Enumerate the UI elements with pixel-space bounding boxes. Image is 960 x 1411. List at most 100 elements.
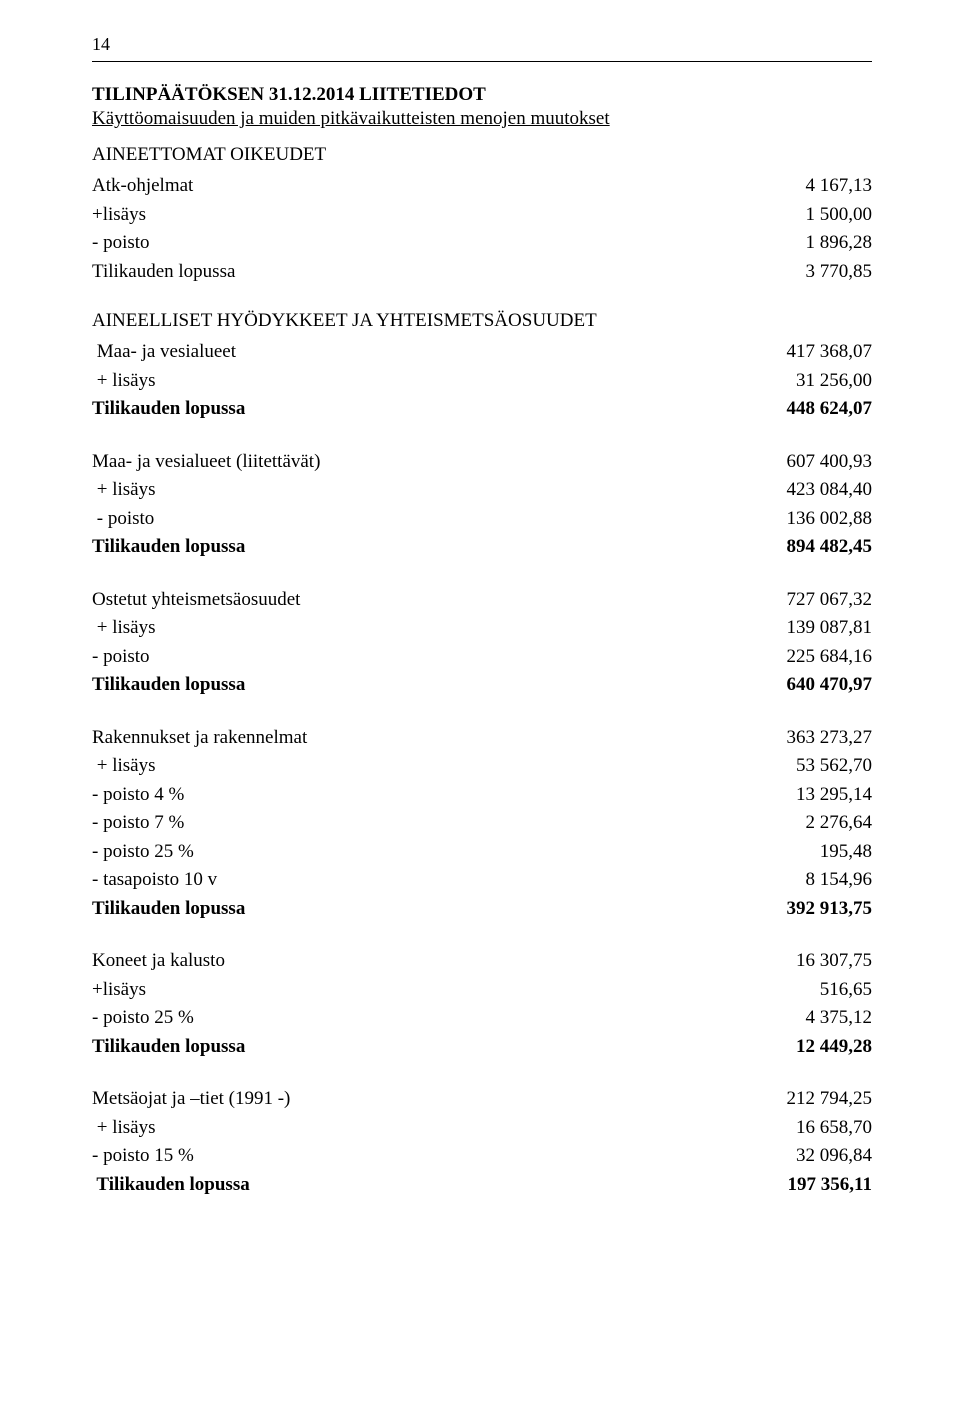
data-row: - poisto 4 %13 295,14 — [92, 781, 872, 810]
row-label: Metsäojat ja –tiet (1991 -) — [92, 1085, 290, 1114]
row-value: 16 307,75 — [732, 947, 872, 976]
row-value: 136 002,88 — [732, 505, 872, 534]
data-row: Koneet ja kalusto 16 307,75 — [92, 947, 872, 976]
row-value: 8 154,96 — [732, 866, 872, 895]
data-row: + lisäys423 084,40 — [92, 476, 872, 505]
data-row: +lisäys 516,65 — [92, 976, 872, 1005]
row-value: 516,65 — [732, 976, 872, 1005]
data-row: + lisäys 31 256,00 — [92, 367, 872, 396]
data-row: - poisto 225 684,16 — [92, 643, 872, 672]
row-label: +lisäys — [92, 201, 146, 230]
row-value: 1 500,00 — [732, 201, 872, 230]
row-value: 225 684,16 — [732, 643, 872, 672]
row-value: 16 658,70 — [732, 1114, 872, 1143]
row-value: 392 913,75 — [732, 895, 872, 924]
data-row: Tilikauden lopussa 12 449,28 — [92, 1033, 872, 1062]
row-label: - poisto 7 % — [92, 809, 184, 838]
row-label: Tilikauden lopussa — [92, 258, 235, 287]
row-value: 4 167,13 — [732, 172, 872, 201]
horizontal-rule — [92, 61, 872, 62]
section-heading: AINEELLISET HYÖDYKKEET JA YHTEISMETSÄOSU… — [92, 310, 872, 332]
data-row: +lisäys 1 500,00 — [92, 201, 872, 230]
document-page: 14 TILINPÄÄTÖKSEN 31.12.2014 LIITETIEDOT… — [0, 0, 960, 1263]
row-label: Tilikauden lopussa — [92, 533, 245, 562]
row-label: - poisto 15 % — [92, 1142, 194, 1171]
data-row: Ostetut yhteismetsäosuudet 727 067,32 — [92, 586, 872, 615]
row-label: Atk-ohjelmat — [92, 172, 193, 201]
data-row: - poisto 25 % 4 375,12 — [92, 1004, 872, 1033]
row-value: 4 375,12 — [732, 1004, 872, 1033]
data-row: Tilikauden lopussa 3 770,85 — [92, 258, 872, 287]
row-label: Tilikauden lopussa — [92, 671, 245, 700]
row-label: Tilikauden lopussa — [92, 1171, 250, 1200]
section-group: Rakennukset ja rakennelmat 363 273,27 + l… — [92, 724, 872, 924]
row-value: 12 449,28 — [732, 1033, 872, 1062]
data-row: - poisto 25 % 195,48 — [92, 838, 872, 867]
row-label: + lisäys — [92, 367, 156, 396]
data-row: - poisto1 896,28 — [92, 229, 872, 258]
data-row: Tilikauden lopussa 640 470,97 — [92, 671, 872, 700]
data-row: - poisto 136 002,88 — [92, 505, 872, 534]
row-label: Maa- ja vesialueet — [92, 338, 236, 367]
row-label: Maa- ja vesialueet (liitettävät) — [92, 448, 320, 477]
row-label: Tilikauden lopussa — [92, 395, 245, 424]
row-value: 607 400,93 — [732, 448, 872, 477]
data-row: Tilikauden lopussa 392 913,75 — [92, 895, 872, 924]
data-row: + lisäys16 658,70 — [92, 1114, 872, 1143]
data-row: Metsäojat ja –tiet (1991 -) 212 794,25 — [92, 1085, 872, 1114]
row-label: Tilikauden lopussa — [92, 1033, 245, 1062]
row-value: 1 896,28 — [732, 229, 872, 258]
section-group: Metsäojat ja –tiet (1991 -) 212 794,25 + … — [92, 1085, 872, 1199]
row-value: 31 256,00 — [732, 367, 872, 396]
row-label: - poisto 25 % — [92, 1004, 194, 1033]
row-label: + lisäys — [92, 614, 156, 643]
row-value: 417 368,07 — [732, 338, 872, 367]
row-value: 727 067,32 — [732, 586, 872, 615]
data-row: + lisäys 53 562,70 — [92, 752, 872, 781]
data-row: Tilikauden lopussa 197 356,11 — [92, 1171, 872, 1200]
row-value: 195,48 — [732, 838, 872, 867]
row-value: 53 562,70 — [732, 752, 872, 781]
row-value: 32 096,84 — [732, 1142, 872, 1171]
row-label: - tasapoisto 10 v — [92, 866, 217, 895]
row-value: 3 770,85 — [732, 258, 872, 287]
row-label: +lisäys — [92, 976, 146, 1005]
row-value: 363 273,27 — [732, 724, 872, 753]
data-row: Tilikauden lopussa 448 624,07 — [92, 395, 872, 424]
data-row: - poisto 7 % 2 276,64 — [92, 809, 872, 838]
document-subtitle: Käyttöomaisuuden ja muiden pitkävaikutte… — [92, 108, 872, 130]
data-row: Tilikauden lopussa 894 482,45 — [92, 533, 872, 562]
row-value: 13 295,14 — [732, 781, 872, 810]
section-group: AINEELLISET HYÖDYKKEET JA YHTEISMETSÄOSU… — [92, 310, 872, 424]
row-label: Koneet ja kalusto — [92, 947, 225, 976]
data-row: Maa- ja vesialueet 417 368,07 — [92, 338, 872, 367]
row-value: 139 087,81 — [732, 614, 872, 643]
section-group: Koneet ja kalusto16 307,75+lisäys516,65-… — [92, 947, 872, 1061]
section-heading: AINEETTOMAT OIKEUDET — [92, 144, 872, 166]
row-label: + lisäys — [92, 752, 156, 781]
page-number: 14 — [92, 34, 872, 55]
row-label: Rakennukset ja rakennelmat — [92, 724, 307, 753]
document-title: TILINPÄÄTÖKSEN 31.12.2014 LIITETIEDOT — [92, 84, 872, 106]
data-row: Rakennukset ja rakennelmat 363 273,27 — [92, 724, 872, 753]
section-group: Maa- ja vesialueet (liitettävät) 607 400,… — [92, 448, 872, 562]
row-label: - poisto — [92, 505, 154, 534]
data-row: Atk-ohjelmat 4 167,13 — [92, 172, 872, 201]
data-row: - poisto 15 % 32 096,84 — [92, 1142, 872, 1171]
row-label: - poisto 25 % — [92, 838, 194, 867]
row-value: 212 794,25 — [732, 1085, 872, 1114]
row-label: - poisto — [92, 643, 150, 672]
data-row: - tasapoisto 10 v 8 154,96 — [92, 866, 872, 895]
row-value: 894 482,45 — [732, 533, 872, 562]
row-value: 2 276,64 — [732, 809, 872, 838]
row-label: Tilikauden lopussa — [92, 895, 245, 924]
row-value: 448 624,07 — [732, 395, 872, 424]
row-value: 423 084,40 — [732, 476, 872, 505]
section-group: AINEETTOMAT OIKEUDET Atk-ohjelmat 4 167,13… — [92, 144, 872, 286]
row-value: 197 356,11 — [732, 1171, 872, 1200]
section-group: Ostetut yhteismetsäosuudet 727 067,32 + l… — [92, 586, 872, 700]
data-row: Maa- ja vesialueet (liitettävät) 607 400,… — [92, 448, 872, 477]
row-value: 640 470,97 — [732, 671, 872, 700]
row-label: Ostetut yhteismetsäosuudet — [92, 586, 300, 615]
sections-container: AINEETTOMAT OIKEUDET Atk-ohjelmat 4 167,13… — [92, 144, 872, 1199]
